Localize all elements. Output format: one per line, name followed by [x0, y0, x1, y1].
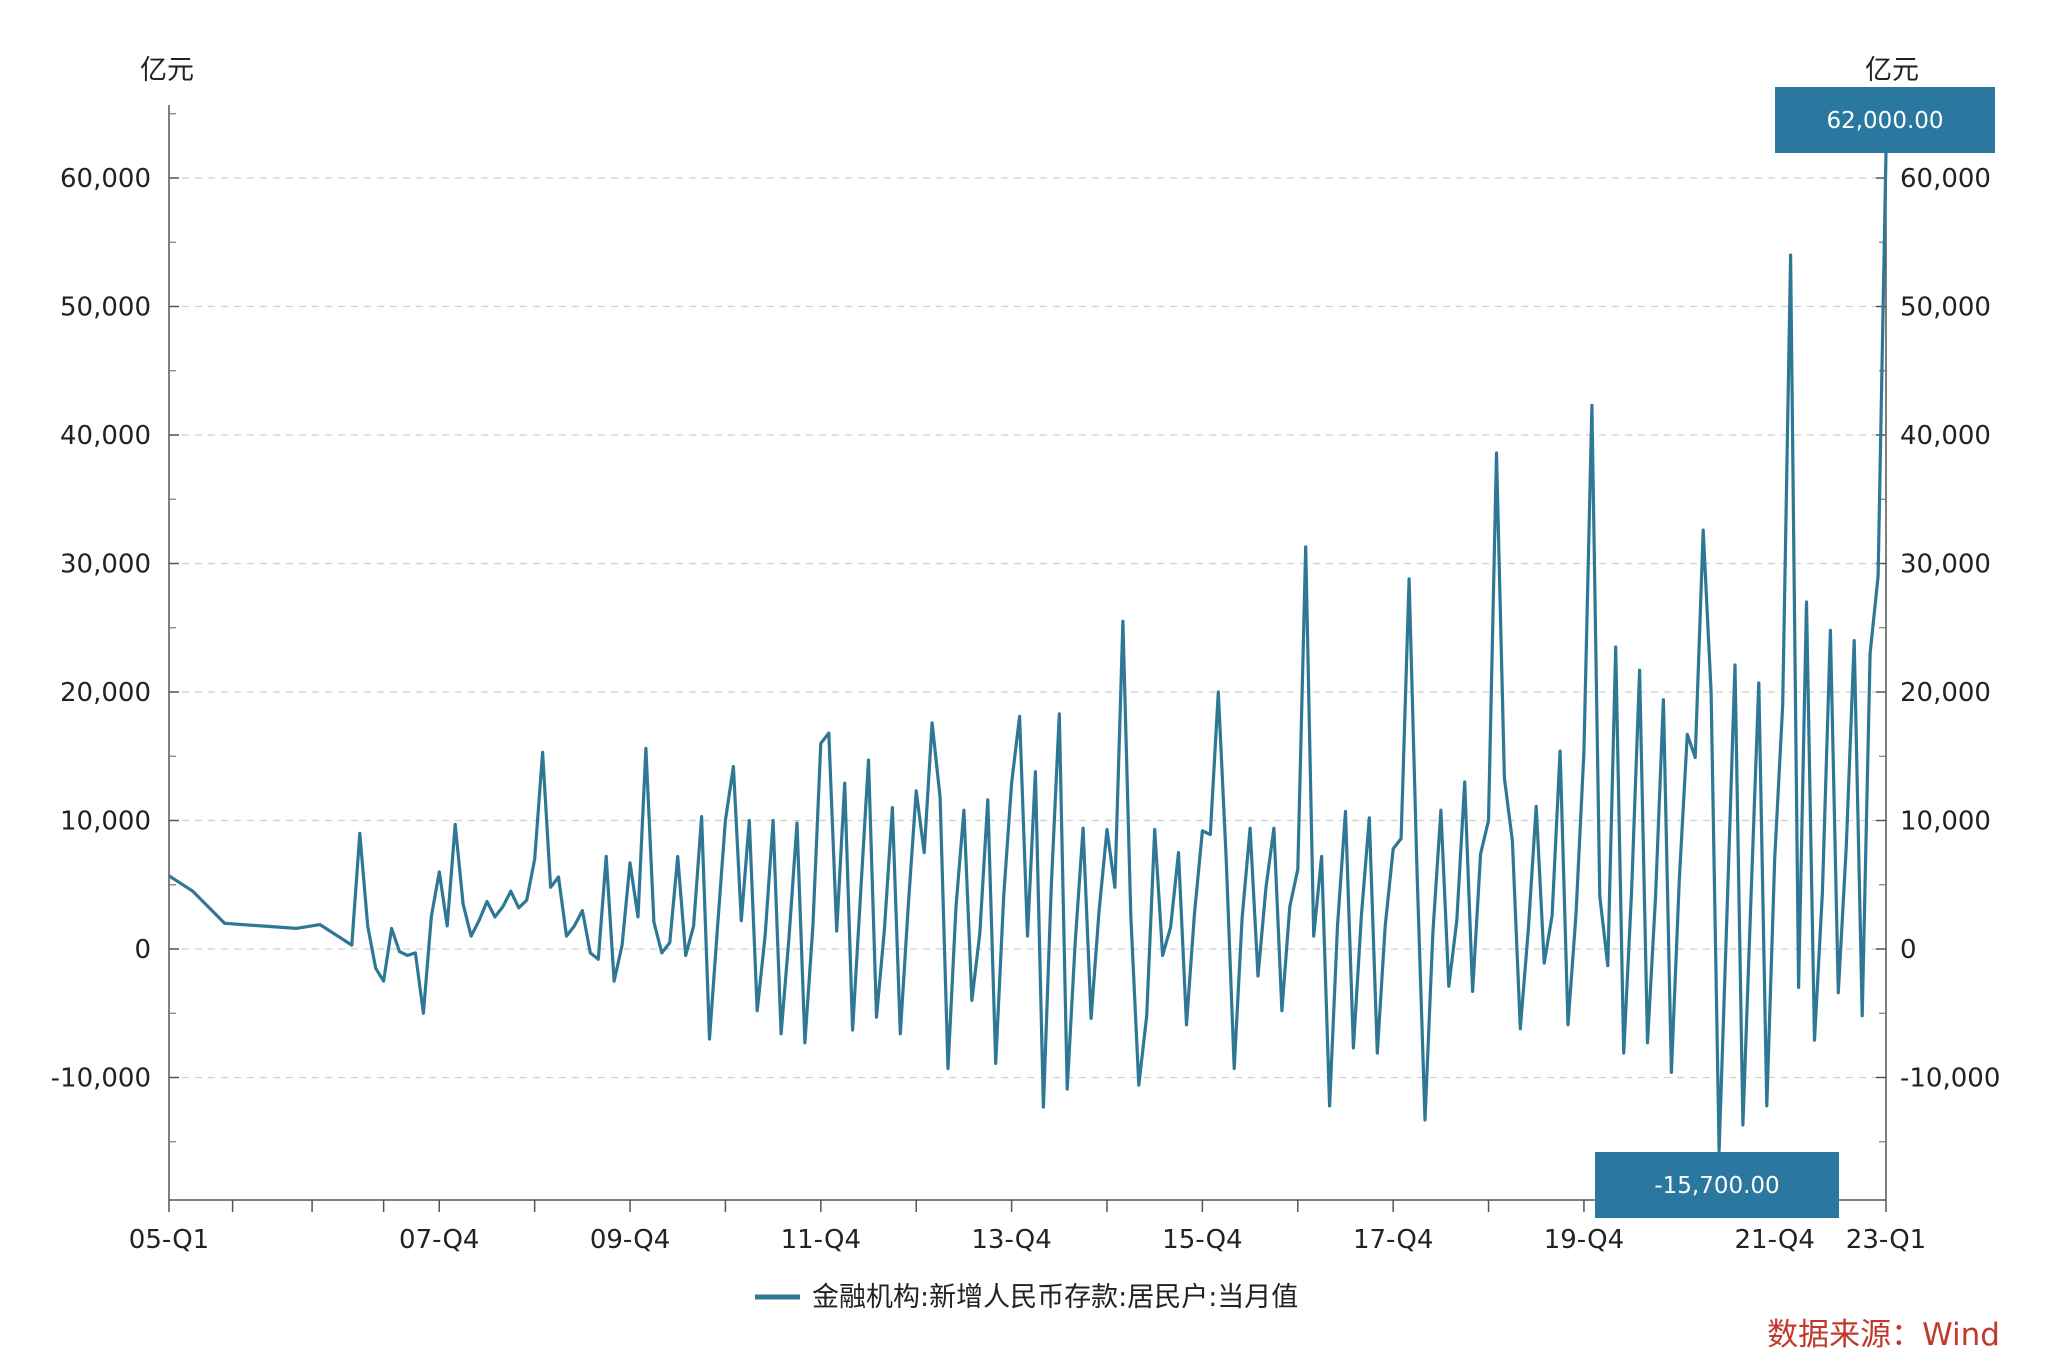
callout-box: [1595, 1152, 1839, 1218]
y-tick-label-left: 60,000: [60, 164, 151, 194]
x-tick-label: 05-Q1: [129, 1225, 209, 1255]
y-tick-label-left: 30,000: [60, 550, 151, 580]
y-tick-label-left: 10,000: [60, 807, 151, 837]
y-minor-ticks-left: [169, 113, 179, 1143]
y-tick-label-left: 50,000: [60, 293, 151, 323]
y-unit-right: 亿元: [1865, 55, 1919, 86]
callout-label: -15,700.00: [1654, 1173, 1779, 1199]
y-tick-label-right: 10,000: [1900, 807, 1991, 837]
x-tick-labels: 05-Q1 07-Q4 09-Q4 11-Q4 13-Q4 15-Q4 17-Q4 19-Q4…: [129, 1200, 1926, 1255]
y-tick-label-left: 0: [134, 935, 151, 965]
y-tick-label-right: 0: [1900, 935, 1917, 965]
grid-lines: [169, 177, 1886, 1079]
x-tick-label: 21-Q4: [1734, 1225, 1814, 1255]
y-tick-label-right: 50,000: [1900, 293, 1991, 323]
axes: [168, 105, 1887, 1201]
x-tick-label: 23-Q1: [1846, 1225, 1926, 1255]
x-tick-label: 11-Q4: [781, 1225, 861, 1255]
y-tick-labels-left: 60,000 50,000 40,000 30,000 20,000 10,000 0 -10…: [51, 164, 151, 1094]
y-tick-label-left: -10,000: [51, 1064, 151, 1094]
y-tick-label-right: -10,000: [1900, 1064, 2000, 1094]
x-tick-label: 19-Q4: [1544, 1225, 1624, 1255]
y-tick-labels-right: 60,000 50,000 40,000 30,000 20,000 10,000 0 -10…: [1900, 164, 2000, 1094]
y-tick-label-right: 20,000: [1900, 678, 1991, 708]
series-layer: [168, 152, 1888, 1153]
y-unit-left: 亿元: [140, 55, 194, 86]
x-tick-label: 15-Q4: [1162, 1225, 1242, 1255]
callout-box: [1775, 87, 1995, 153]
x-tick-label: 09-Q4: [590, 1225, 670, 1255]
y-tick-label-right: 60,000: [1900, 164, 1991, 194]
legend-label: 金融机构:新增人民币存款:居民户:当月值: [812, 1282, 1298, 1313]
x-tick-label: 13-Q4: [971, 1225, 1051, 1255]
y-tick-label-right: 30,000: [1900, 550, 1991, 580]
series-line: [168, 152, 1888, 1153]
y-tick-label-right: 40,000: [1900, 421, 1991, 451]
y-tick-label-left: 40,000: [60, 421, 151, 451]
x-tick-label: 07-Q4: [399, 1225, 479, 1255]
y-tick-label-left: 20,000: [60, 678, 151, 708]
data-source: 数据来源：Wind: [1767, 1317, 2000, 1353]
x-tick-label: 17-Q4: [1353, 1225, 1433, 1255]
legend: 金融机构:新增人民币存款:居民户:当月值: [755, 1282, 1298, 1313]
value-callouts: 62,000.00 -15,700.00: [1595, 87, 1995, 1218]
callout-label: 62,000.00: [1826, 108, 1943, 134]
